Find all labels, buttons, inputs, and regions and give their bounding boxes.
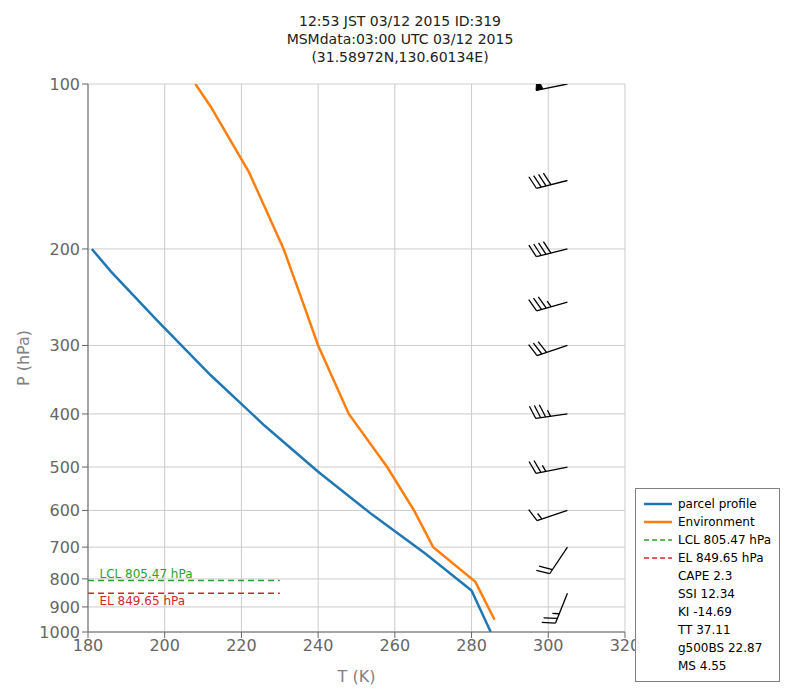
svg-text:900: 900: [49, 598, 80, 617]
svg-text:220: 220: [226, 636, 257, 655]
svg-text:200: 200: [49, 240, 80, 259]
svg-text:LCL 805.47 hPa: LCL 805.47 hPa: [100, 567, 193, 581]
svg-text:800: 800: [49, 570, 80, 589]
svg-text:200: 200: [149, 636, 180, 655]
html-text:Environment: Environment: [678, 515, 755, 529]
svg-text:240: 240: [303, 636, 334, 655]
html-text:SSI 12.34: SSI 12.34: [678, 587, 735, 601]
svg-text:700: 700: [49, 538, 80, 557]
html-text:LCL 805.47 hPa: LCL 805.47 hPa: [678, 533, 771, 547]
svg-text:1000: 1000: [39, 623, 80, 642]
svg-text:180: 180: [72, 636, 104, 656]
svg-text:400: 400: [49, 405, 80, 424]
svg-text:600: 600: [49, 501, 80, 520]
html-text:12:53 JST 03/12 2015 ID:319: 12:53 JST 03/12 2015 ID:319: [299, 13, 501, 29]
html-text:parcel profile: parcel profile: [678, 497, 757, 511]
html-text:g500BS 22.87: g500BS 22.87: [678, 641, 763, 655]
svg-text:300: 300: [49, 336, 80, 355]
html-text:MS 4.55: MS 4.55: [678, 659, 727, 673]
svg-text:280: 280: [456, 636, 487, 655]
svg-text:300: 300: [533, 636, 564, 655]
svg-text:100: 100: [49, 75, 80, 94]
svg-text:EL 849.65 hPa: EL 849.65 hPa: [100, 594, 186, 608]
svg-text:P (hPa): P (hPa): [14, 330, 33, 386]
svg-text:500: 500: [49, 458, 80, 477]
svg-text:320: 320: [610, 636, 641, 655]
html-text:EL 849.65 hPa: EL 849.65 hPa: [678, 551, 764, 565]
html-text:KI -14.69: KI -14.69: [678, 605, 732, 619]
html-text:MSMdata:03:00 UTC 03/12 2015: MSMdata:03:00 UTC 03/12 2015: [286, 31, 514, 47]
html-text:(31.58972N,130.60134E): (31.58972N,130.60134E): [311, 49, 489, 65]
svg-text:T (K): T (K): [337, 667, 376, 686]
html-text:TT 37.11: TT 37.11: [678, 623, 731, 637]
svg-text:260: 260: [380, 636, 411, 655]
html-text:CAPE 2.3: CAPE 2.3: [678, 569, 733, 583]
